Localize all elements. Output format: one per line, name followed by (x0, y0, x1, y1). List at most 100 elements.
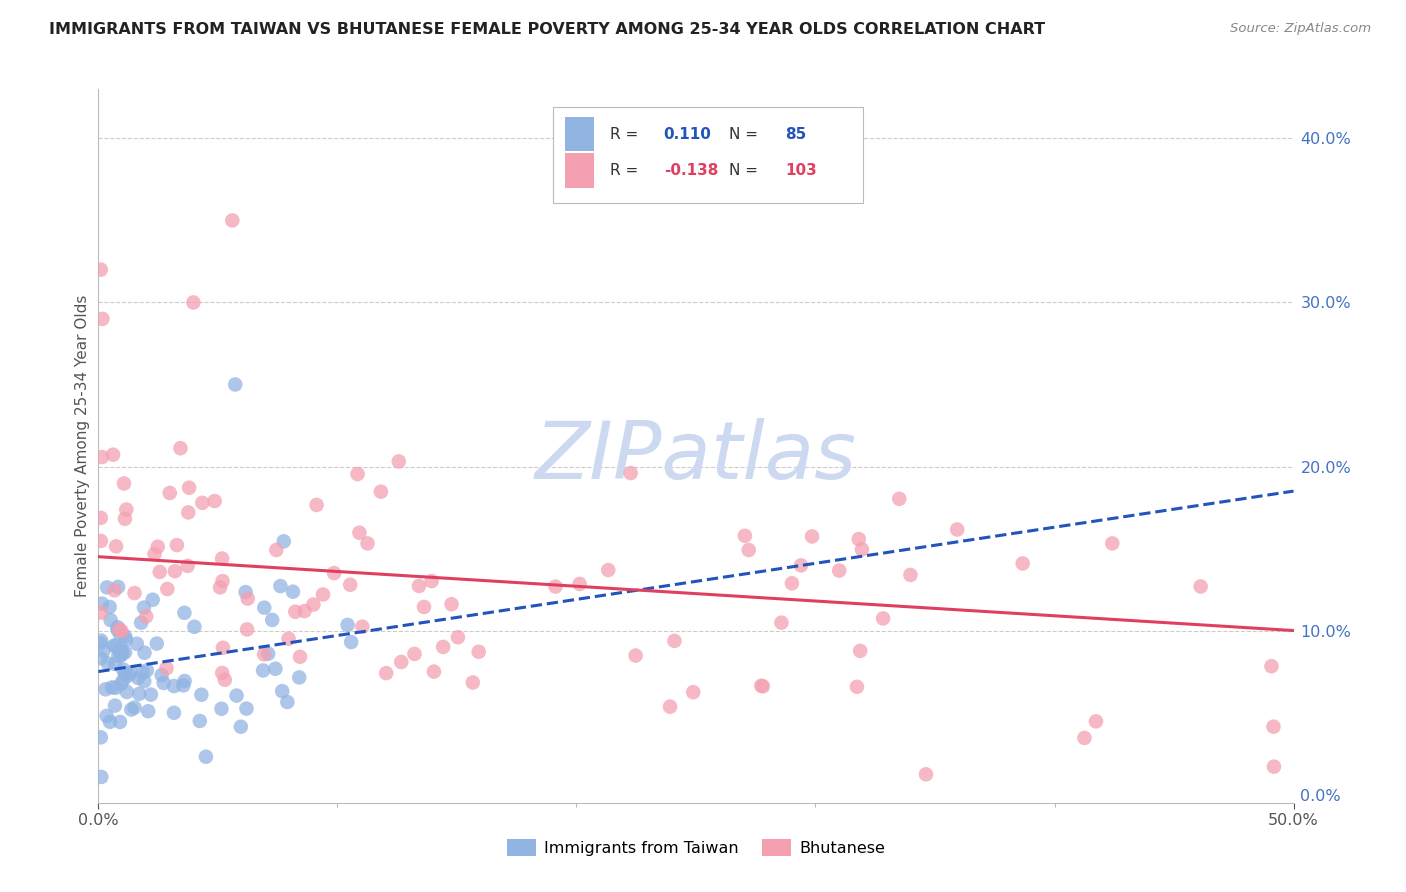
Point (125, 637, 148, 651)
Point (97, 657, 120, 671)
Point (163, 564, 186, 578)
Point (266, 543, 288, 558)
Point (163, 679, 186, 693)
Point (423, 665, 446, 679)
Point (420, 574, 443, 588)
Point (624, 648, 647, 663)
Point (288, 670, 311, 684)
Text: N =: N = (730, 127, 763, 142)
Point (111, 647, 134, 661)
Point (346, 467, 368, 481)
Point (135, 664, 157, 678)
Point (467, 645, 489, 659)
Point (598, 563, 620, 577)
Point (224, 377, 246, 392)
Point (946, 523, 969, 537)
Point (271, 684, 294, 698)
Point (915, 767, 938, 781)
Point (284, 605, 307, 619)
Point (1260, 659, 1282, 673)
Point (134, 674, 156, 689)
Point (152, 676, 174, 690)
Point (204, 494, 226, 508)
Point (94, 682, 117, 697)
Point (845, 680, 868, 694)
Point (734, 529, 756, 543)
Point (305, 498, 328, 512)
Point (336, 618, 359, 632)
Point (900, 568, 922, 582)
Point (225, 689, 247, 703)
Point (211, 665, 233, 680)
Point (90, 511, 112, 525)
Point (90, 606, 112, 620)
Point (302, 598, 325, 612)
Point (173, 606, 195, 620)
Point (90, 731, 112, 745)
Point (849, 644, 872, 658)
Point (1101, 536, 1123, 550)
Point (1263, 720, 1285, 734)
Point (828, 564, 851, 578)
Text: 0.110: 0.110 (664, 127, 711, 142)
Point (252, 664, 274, 678)
Point (100, 613, 122, 627)
Point (166, 538, 188, 552)
Point (135, 609, 157, 624)
Point (132, 600, 155, 615)
Legend: Immigrants from Taiwan, Bhutanese: Immigrants from Taiwan, Bhutanese (501, 832, 891, 863)
Text: R =: R = (610, 163, 643, 178)
Point (107, 620, 129, 634)
Point (90, 651, 112, 665)
Point (349, 525, 371, 540)
Point (780, 576, 803, 591)
Point (356, 536, 378, 550)
Point (790, 558, 813, 573)
FancyBboxPatch shape (553, 107, 863, 203)
Point (253, 648, 276, 662)
Point (177, 505, 200, 519)
Point (323, 566, 346, 580)
Point (146, 637, 169, 651)
Point (90, 597, 112, 611)
Point (169, 441, 191, 455)
Point (104, 657, 127, 671)
Point (104, 639, 127, 653)
Point (447, 630, 470, 644)
Point (136, 704, 159, 718)
Point (1084, 714, 1107, 729)
Point (129, 615, 152, 630)
FancyBboxPatch shape (565, 117, 595, 152)
Point (257, 647, 280, 661)
Point (90, 636, 112, 650)
Point (413, 599, 436, 614)
Point (115, 685, 138, 699)
Point (229, 720, 252, 734)
Point (288, 649, 311, 664)
Point (340, 635, 363, 649)
Point (101, 448, 124, 462)
Point (91, 450, 114, 464)
Point (749, 679, 772, 693)
Text: Source: ZipAtlas.com: Source: ZipAtlas.com (1230, 22, 1371, 36)
Point (90, 770, 112, 784)
Point (461, 675, 484, 690)
Point (114, 512, 136, 526)
Point (108, 714, 131, 729)
Point (110, 677, 132, 691)
Point (1011, 557, 1033, 571)
Point (132, 665, 155, 680)
Point (211, 551, 233, 566)
Point (404, 647, 426, 661)
Point (173, 673, 195, 688)
Text: ZIPatlas: ZIPatlas (534, 417, 858, 496)
Point (150, 668, 173, 682)
Text: IMMIGRANTS FROM TAIWAN VS BHUTANESE FEMALE POVERTY AMONG 25-34 YEAR OLDS CORRELA: IMMIGRANTS FROM TAIWAN VS BHUTANESE FEMA… (49, 22, 1045, 37)
Point (115, 502, 138, 516)
Point (281, 584, 304, 599)
Point (110, 624, 132, 638)
Point (107, 580, 129, 594)
Point (432, 640, 454, 654)
Point (114, 666, 136, 681)
Point (146, 540, 169, 554)
